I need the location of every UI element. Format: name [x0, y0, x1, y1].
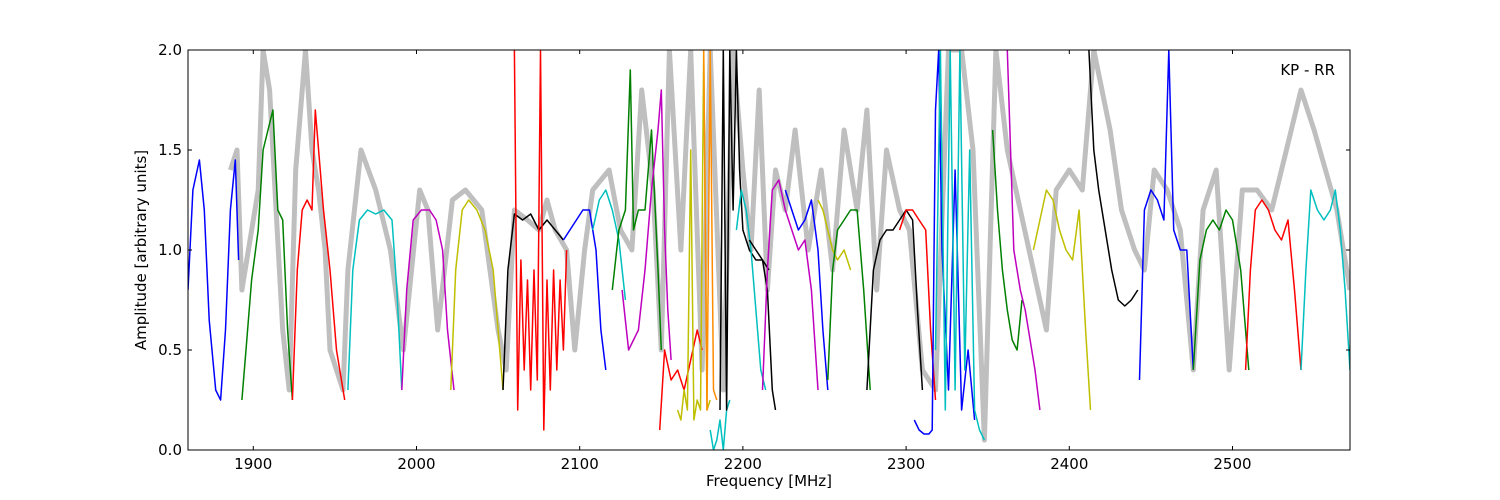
- series-line-6: [450, 199, 504, 391]
- x-tick-label: 2500: [1213, 455, 1251, 473]
- series-line-20: [761, 179, 819, 391]
- series-line-8: [513, 50, 568, 431]
- x-tick-label: 2100: [561, 455, 599, 473]
- y-tick-label: 0.0: [158, 441, 182, 459]
- y-tick-label: 0.5: [158, 341, 182, 359]
- series-line-3: [291, 109, 346, 401]
- series-line-22: [817, 199, 852, 271]
- y-axis-label: Amplitude [arbitrary units]: [132, 150, 150, 350]
- x-tick-label: 1900: [234, 455, 272, 473]
- series-line-7: [502, 213, 564, 391]
- series-line-35: [1300, 189, 1350, 371]
- y-tick-label: 1.0: [158, 241, 182, 259]
- series-line-23: [827, 209, 871, 391]
- series-line-29: [1006, 50, 1041, 411]
- series-line-28: [991, 129, 1023, 351]
- x-tick-label: 2400: [1050, 455, 1088, 473]
- series-line-11: [611, 69, 663, 351]
- series-line-13: [658, 329, 703, 431]
- x-axis-label: Frequency [MHz]: [706, 472, 832, 490]
- series-line-19: [748, 239, 777, 411]
- series-line-26: [913, 50, 976, 435]
- series-line-10: [591, 189, 627, 301]
- x-tick-label: 2000: [397, 455, 435, 473]
- series-line-2: [241, 109, 294, 401]
- series-line-33: [1192, 209, 1250, 371]
- series-line-12: [621, 89, 672, 361]
- series-line-1: [188, 159, 240, 401]
- series-line-5: [401, 209, 455, 391]
- series-line-25: [898, 209, 937, 401]
- series-line-30: [1032, 189, 1092, 411]
- y-tick-label: 2.0: [158, 41, 182, 59]
- series-line-18: [735, 189, 767, 391]
- series-line-24: [866, 209, 924, 391]
- series-line-17: [719, 50, 770, 411]
- series-line-31: [1088, 50, 1139, 307]
- series-line-27: [934, 50, 986, 441]
- x-tick-label: 2300: [887, 455, 925, 473]
- x-tick-label: 2200: [724, 455, 762, 473]
- series-line-9: [562, 209, 607, 371]
- chart-annotation: KP - RR: [1280, 61, 1335, 79]
- series-line-32: [1138, 50, 1195, 381]
- series-line-34: [1244, 199, 1302, 371]
- series-line-16: [702, 50, 718, 411]
- series-line-4: [347, 209, 403, 391]
- y-tick-label: 1.5: [158, 141, 182, 159]
- series-line-21: [784, 189, 829, 391]
